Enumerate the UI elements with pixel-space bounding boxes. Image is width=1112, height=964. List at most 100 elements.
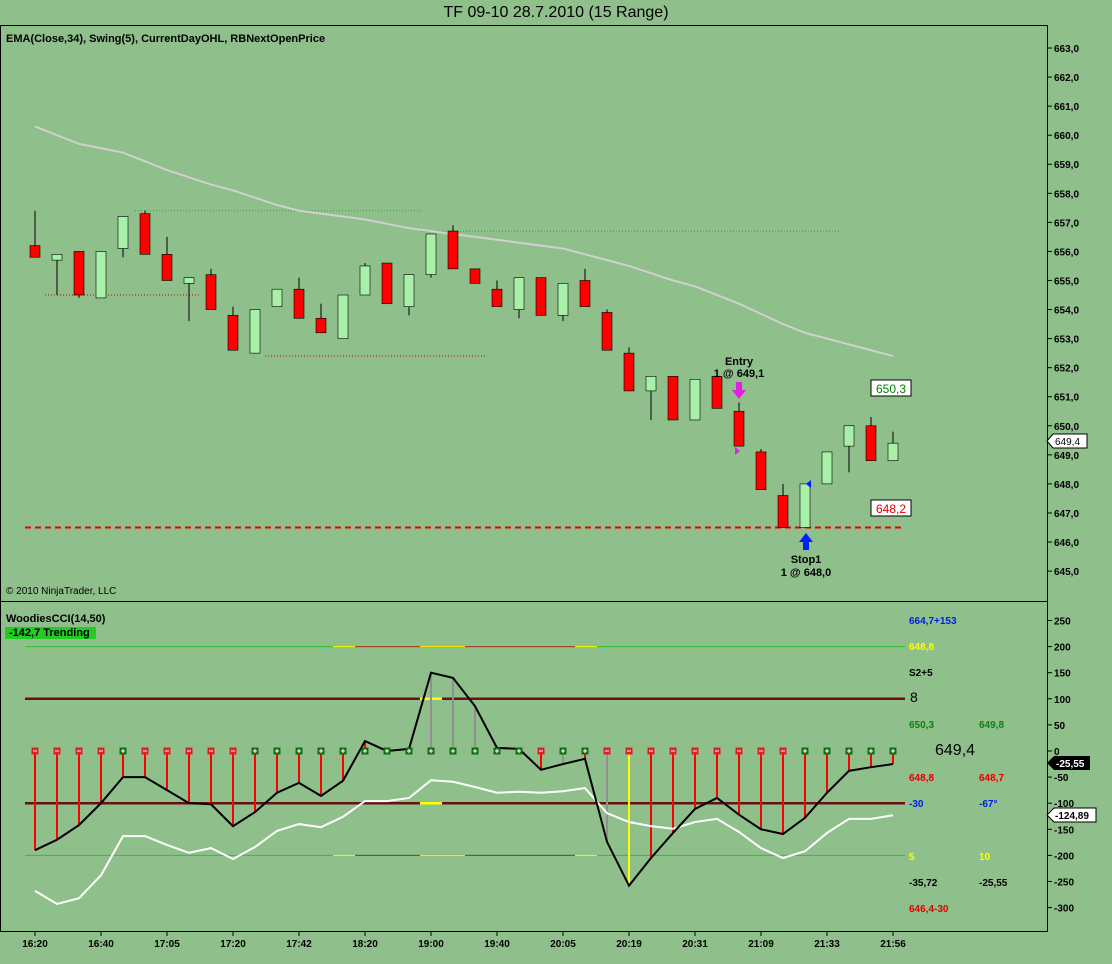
price-axis-label: 660,0	[1054, 131, 1079, 142]
day-high-marker-box	[870, 379, 912, 397]
candle-down	[865, 425, 877, 461]
time-axis-label: 19:40	[484, 939, 510, 950]
candle-down	[293, 288, 305, 319]
time-axis-label: 17:05	[154, 939, 180, 950]
cci-info-label: 10	[979, 852, 991, 863]
candle-down	[579, 280, 591, 307]
candle-up	[403, 274, 415, 307]
price-axis-label: 654,0	[1054, 306, 1079, 317]
candle-down	[29, 245, 41, 258]
stop-detail: 1 @ 648,0	[781, 567, 831, 579]
price-axis-label: 658,0	[1054, 189, 1079, 200]
cci-info-label: -30	[909, 799, 924, 810]
candle-up	[513, 277, 525, 310]
time-axis-label: 21:09	[748, 939, 774, 950]
time-axis-label: 17:20	[220, 939, 246, 950]
time-axis-label: 16:40	[88, 939, 114, 950]
cci-title: WoodiesCCI(14,50)	[6, 613, 106, 625]
candle-up	[821, 451, 833, 485]
price-axis-label: 655,0	[1054, 276, 1079, 287]
candle-down	[733, 410, 745, 447]
candle-up	[249, 309, 261, 354]
cci-axis-label: 150	[1054, 669, 1071, 680]
price-axis-label: 645,0	[1054, 567, 1079, 578]
candle-up	[425, 233, 437, 275]
cci-axis-label: -100	[1054, 799, 1074, 810]
price-axis-label: 656,0	[1054, 247, 1079, 258]
cci-info-label: 664,7+153	[909, 616, 957, 627]
price-axis-label: 647,0	[1054, 509, 1079, 520]
cci-info-label: -35,72	[909, 878, 938, 889]
time-axis-label: 21:33	[814, 939, 840, 950]
cci-axis-label: -300	[1054, 904, 1074, 915]
cci-line	[34, 671, 894, 888]
candle-down	[491, 288, 503, 307]
last-price-tag	[1046, 433, 1088, 449]
time-axis-label: 21:56	[880, 939, 906, 950]
cci-info-label: -67°	[979, 799, 997, 810]
candle-up	[117, 216, 129, 249]
candle-down	[315, 317, 327, 334]
candle-up	[51, 254, 63, 261]
cci-status-badge: -142,7 Trending	[5, 627, 96, 639]
cci-info-label: 650,3	[909, 720, 934, 731]
price-axis-label: 661,0	[1054, 102, 1079, 113]
cci-info-label: 648,8	[909, 773, 934, 784]
price-indicators-label: EMA(Close,34), Swing(5), CurrentDayOHL, …	[6, 33, 326, 45]
price-axis-label: 652,0	[1054, 364, 1079, 375]
candle-down	[777, 495, 789, 528]
time-axis-label: 19:00	[418, 939, 444, 950]
cci-info-label: 646,4-30	[909, 904, 949, 915]
candle-up	[95, 251, 107, 299]
price-axis-label: 649,0	[1054, 451, 1079, 462]
cci-axis-label: -150	[1054, 825, 1074, 836]
candle-down	[601, 312, 613, 351]
copyright: © 2010 NinjaTrader, LLC	[6, 586, 117, 597]
cci-info-label: 5	[909, 852, 915, 863]
time-axis-label: 20:05	[550, 939, 576, 950]
candle-down	[447, 230, 459, 270]
cci-axis-label: 200	[1054, 643, 1071, 654]
price-axis-label: 650,0	[1054, 422, 1079, 433]
candle-up	[689, 378, 701, 421]
candle-down	[469, 268, 481, 284]
price-axis-label: 648,0	[1054, 480, 1079, 491]
time-axis-label: 16:20	[22, 939, 48, 950]
time-axis-label: 17:42	[286, 939, 312, 950]
entry-arrow-icon	[732, 382, 746, 399]
cci-value-tag: -25,55	[1056, 759, 1085, 770]
cci-info-label: 649,8	[979, 720, 1004, 731]
cci-axis-label: 0	[1054, 747, 1060, 758]
cci-info-label: 649,4	[935, 742, 975, 759]
cci-axis-label: 250	[1054, 617, 1071, 628]
cci-axis-label: -200	[1054, 851, 1074, 862]
cci-axis-label: -50	[1054, 773, 1069, 784]
time-axis-label: 20:19	[616, 939, 642, 950]
candle-up	[557, 283, 569, 316]
candle-down	[667, 376, 679, 421]
candle-down	[623, 352, 635, 392]
tcci-line	[34, 779, 894, 906]
tcci-value-tag-box	[1046, 807, 1097, 823]
stop-arrow-icon	[799, 533, 813, 550]
time-axis-label: 18:20	[352, 939, 378, 950]
candle-down	[73, 251, 85, 296]
candle-down	[381, 262, 393, 305]
cci-axis-label: -250	[1054, 878, 1074, 889]
stop-fill-marker-icon	[806, 480, 811, 488]
time-axis-label: 20:31	[682, 939, 708, 950]
price-axis-label: 653,0	[1054, 335, 1079, 346]
cci-info-label: 648,8	[909, 642, 934, 653]
price-axis-label: 646,0	[1054, 538, 1079, 549]
cci-axis-label: 100	[1054, 695, 1071, 706]
day-high-marker: 650,3	[876, 382, 906, 396]
price-axis-label: 663,0	[1054, 44, 1079, 55]
candle-up	[799, 483, 811, 528]
candle-down	[535, 277, 547, 316]
candle-up	[337, 294, 349, 339]
cci-info-label: 648,7	[979, 773, 1004, 784]
candle-down	[227, 315, 239, 351]
candle-up	[271, 288, 283, 307]
entry-fill-marker-icon	[735, 447, 740, 455]
